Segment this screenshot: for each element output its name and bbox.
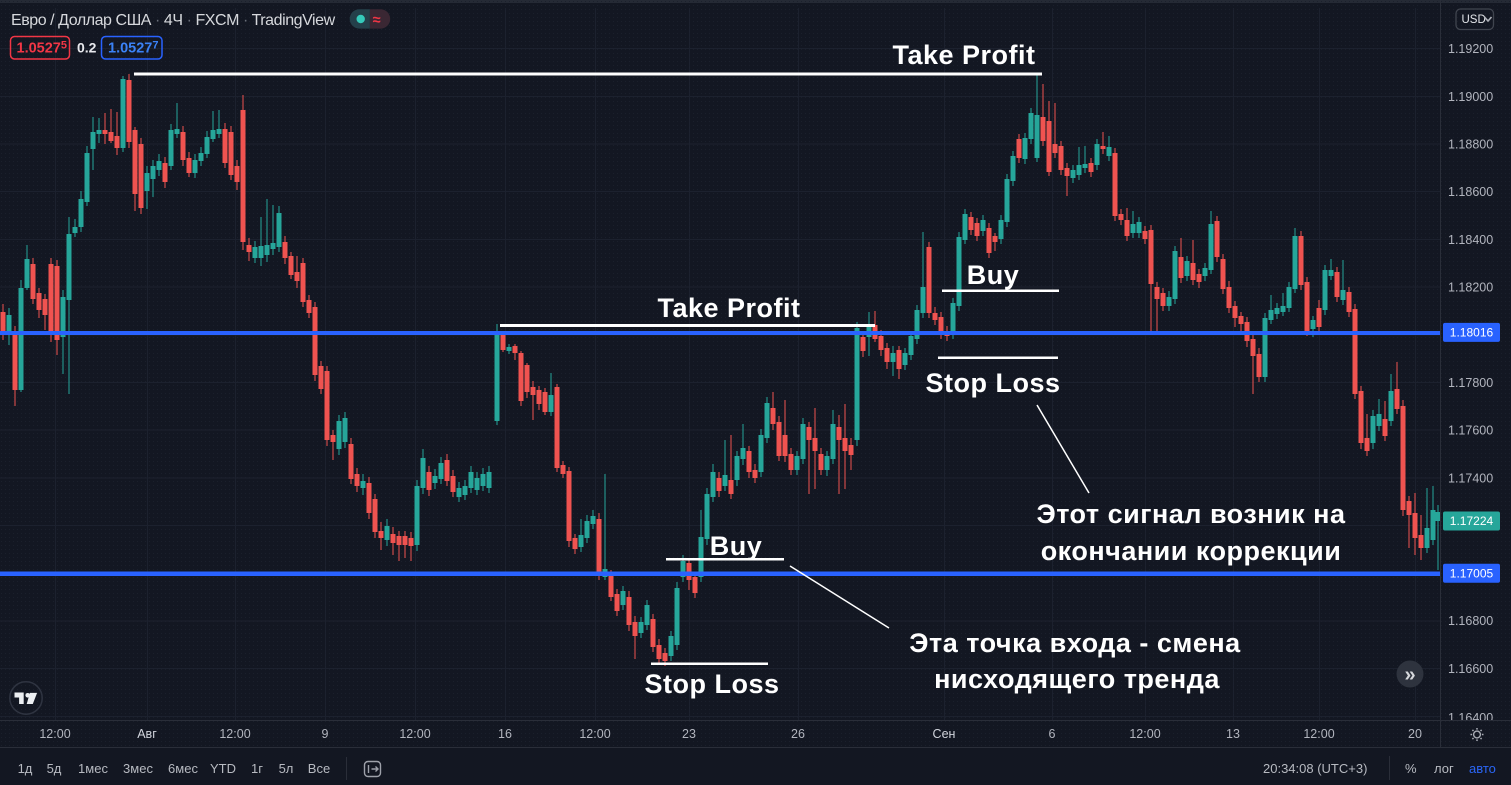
- svg-text:6мес: 6мес: [168, 761, 198, 776]
- svg-text:Сен: Сен: [933, 727, 956, 741]
- svg-text:1.05277: 1.05277: [108, 40, 158, 57]
- svg-text:16: 16: [498, 727, 512, 741]
- svg-text:1.18200: 1.18200: [1448, 281, 1493, 295]
- svg-text:1г: 1г: [251, 761, 263, 776]
- svg-text:5л: 5л: [279, 761, 294, 776]
- svg-text:13: 13: [1226, 727, 1240, 741]
- svg-text:1.18600: 1.18600: [1448, 185, 1493, 199]
- svg-text:1.17005: 1.17005: [1450, 567, 1494, 581]
- svg-text:1.16800: 1.16800: [1448, 614, 1493, 628]
- svg-text:Stop Loss: Stop Loss: [644, 669, 779, 699]
- svg-text:1.18800: 1.18800: [1448, 138, 1493, 152]
- svg-text:Stop Loss: Stop Loss: [925, 368, 1060, 398]
- svg-text:0.2: 0.2: [77, 40, 97, 56]
- svg-text:Все: Все: [308, 761, 330, 776]
- svg-text:1.17800: 1.17800: [1448, 376, 1493, 390]
- svg-text:лог: лог: [1434, 761, 1454, 776]
- svg-text:Buy: Buy: [967, 260, 1020, 290]
- svg-text:12:00: 12:00: [1129, 727, 1160, 741]
- svg-text:≈: ≈: [373, 12, 381, 28]
- svg-text:1.19000: 1.19000: [1448, 90, 1493, 104]
- svg-text:3мес: 3мес: [123, 761, 153, 776]
- svg-text:1мес: 1мес: [78, 761, 108, 776]
- svg-text:9: 9: [322, 727, 329, 741]
- svg-text:1.19200: 1.19200: [1448, 42, 1493, 56]
- svg-text:1.17224: 1.17224: [1450, 514, 1494, 528]
- svg-text:нисходящего тренда: нисходящего тренда: [934, 664, 1220, 694]
- svg-text:12:00: 12:00: [39, 727, 70, 741]
- svg-text:12:00: 12:00: [1303, 727, 1334, 741]
- svg-text:1.18400: 1.18400: [1448, 233, 1493, 247]
- svg-text:12:00: 12:00: [399, 727, 430, 741]
- svg-text:Take Profit: Take Profit: [892, 40, 1035, 70]
- svg-text:Эта точка входа - смена: Эта точка входа - смена: [909, 628, 1241, 658]
- svg-text:Этот сигнал возник на: Этот сигнал возник на: [1036, 499, 1345, 529]
- svg-text:YTD: YTD: [210, 761, 236, 776]
- svg-text:1д: 1д: [18, 761, 33, 776]
- svg-text:1.05275: 1.05275: [17, 40, 67, 57]
- svg-text:Buy: Buy: [710, 531, 763, 561]
- svg-text:1.18016: 1.18016: [1450, 326, 1494, 340]
- svg-text:5д: 5д: [47, 761, 62, 776]
- svg-text:20:34:08 (UTC+3): 20:34:08 (UTC+3): [1263, 761, 1367, 776]
- svg-text:1.17400: 1.17400: [1448, 471, 1493, 485]
- svg-text:авто: авто: [1469, 761, 1496, 776]
- svg-text:Take Profit: Take Profit: [657, 293, 800, 323]
- svg-text:%: %: [1405, 761, 1417, 776]
- svg-text:1.16600: 1.16600: [1448, 662, 1493, 676]
- svg-text:1.17600: 1.17600: [1448, 424, 1493, 438]
- svg-text:окончании коррекции: окончании коррекции: [1041, 536, 1342, 566]
- svg-text:Евро / Доллар США · 4Ч · FXCM: Евро / Доллар США · 4Ч · FXCM · TradingV…: [11, 12, 336, 29]
- svg-text:Авг: Авг: [137, 727, 157, 741]
- svg-text:12:00: 12:00: [219, 727, 250, 741]
- svg-text:23: 23: [682, 727, 696, 741]
- svg-text:1.16400: 1.16400: [1448, 711, 1493, 725]
- svg-text:»: »: [1404, 664, 1415, 686]
- svg-text:20: 20: [1408, 727, 1422, 741]
- svg-text:26: 26: [791, 727, 805, 741]
- svg-text:6: 6: [1049, 727, 1056, 741]
- svg-text:USD: USD: [1462, 14, 1486, 26]
- svg-text:12:00: 12:00: [579, 727, 610, 741]
